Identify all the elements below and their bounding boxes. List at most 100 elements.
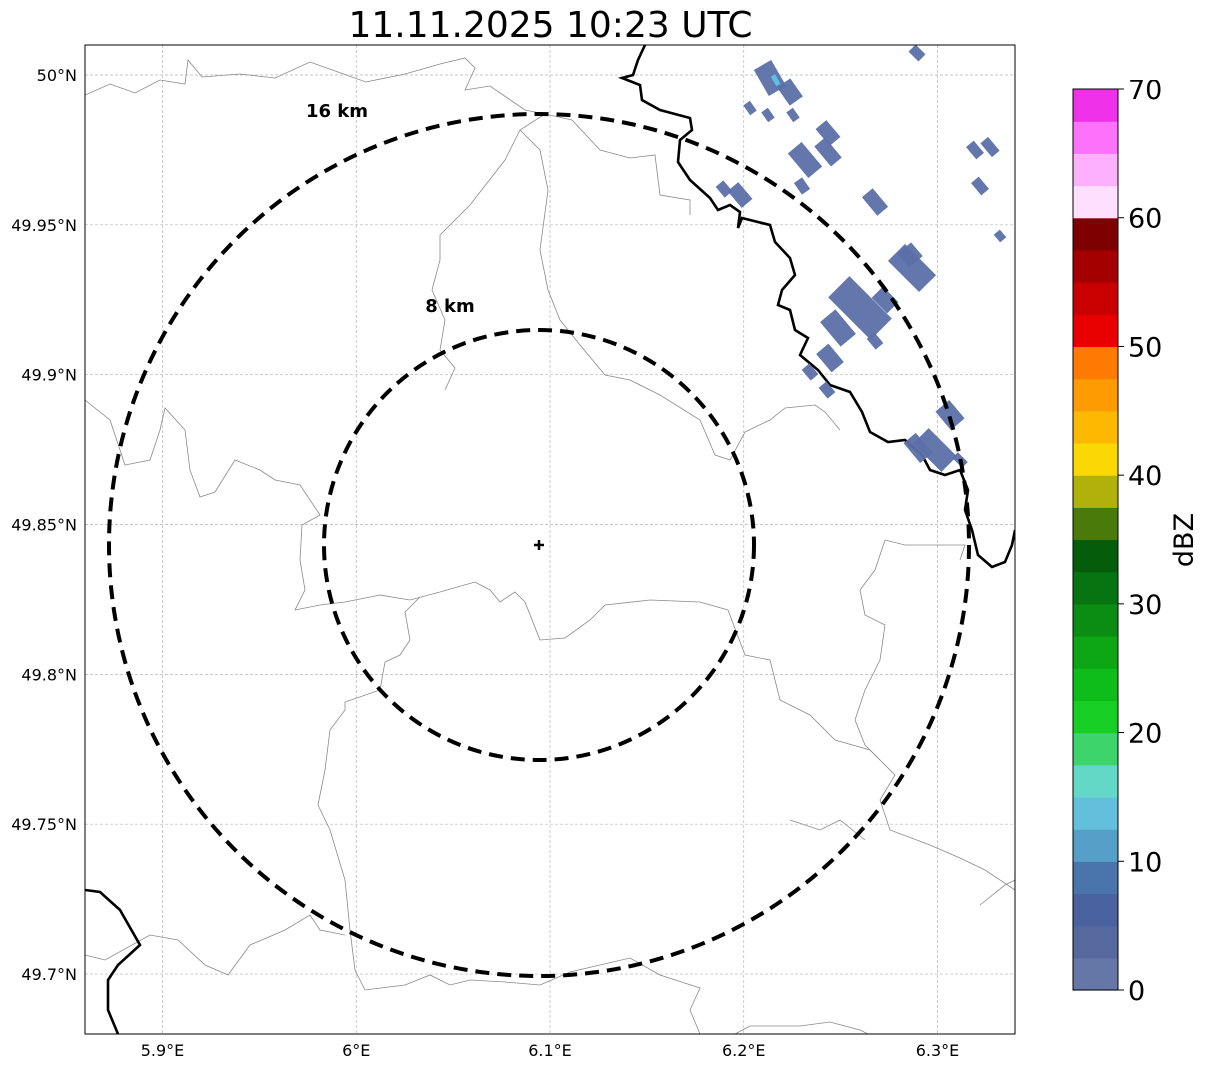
x-tick-label: 6.1°E — [528, 1041, 572, 1060]
boundary-line — [519, 129, 841, 461]
colorbar-label: dBZ — [1169, 513, 1200, 567]
colorbar-cell — [1073, 410, 1118, 444]
colorbar-cell — [1073, 346, 1118, 380]
colorbar-cell — [1073, 539, 1118, 573]
border-line — [85, 888, 142, 1034]
colorbar-cell — [1073, 153, 1118, 187]
echo-cell — [816, 343, 844, 373]
x-tick-label: 6.3°E — [916, 1041, 960, 1060]
plot-background — [85, 45, 1015, 1034]
border-line — [617, 45, 1015, 569]
y-tick-label: 49.85°N — [11, 516, 77, 535]
echo-cell — [866, 332, 884, 350]
boundary-line — [979, 879, 1015, 906]
echo-cell-high — [770, 74, 781, 87]
country-borders — [85, 45, 1015, 1034]
colorbar-cell — [1073, 957, 1118, 991]
colorbar-cell — [1073, 442, 1118, 476]
echo-cell — [787, 141, 823, 179]
colorbar-tick-label: 50 — [1128, 332, 1162, 363]
echo-cell — [777, 78, 803, 106]
range-ring-label-8km: 8 km — [425, 296, 475, 317]
echo-cell — [980, 136, 1000, 158]
boundary-line — [539, 957, 701, 1034]
range-rings — [107, 112, 971, 978]
echo-cell — [993, 229, 1007, 243]
y-tick-label: 50°N — [37, 66, 77, 85]
boundary-line — [734, 1021, 869, 1034]
map-title: 11.11.2025 10:23 UTC — [348, 5, 753, 46]
colorbar-cell — [1073, 603, 1118, 637]
echo-cell — [761, 107, 775, 123]
y-axis-ticks: 50°N 49.95°N 49.9°N 49.85°N 49.8°N 49.75°N 49.… — [11, 66, 77, 984]
colorbar-cell — [1073, 893, 1118, 927]
colorbar-ticks: 0 10 20 30 40 50 60 70 — [1118, 80, 1162, 1007]
colorbar-cell — [1073, 571, 1118, 605]
range-ring-8km — [322, 328, 756, 762]
echo-cell — [935, 400, 965, 430]
x-tick-label: 6.2°E — [722, 1041, 766, 1060]
colorbar-cell — [1073, 700, 1118, 734]
x-tick-label: 5.9°E — [141, 1041, 185, 1060]
colorbar-cell — [1073, 314, 1118, 348]
colorbar-cell — [1073, 282, 1118, 315]
radar-map: 8 km 16 km 5.9°E 6°E 6.1°E 6.2°E 6.3°E 50°N 4… — [11, 44, 1016, 1060]
echo-cell — [815, 120, 841, 146]
y-tick-label: 49.9°N — [21, 366, 77, 385]
colorbar-tick-label: 20 — [1128, 719, 1162, 750]
echo-cell — [828, 276, 892, 340]
radar-site-marker — [534, 540, 544, 550]
y-tick-label: 49.95°N — [11, 216, 77, 235]
echo-cell — [913, 428, 957, 472]
echo-cell — [801, 363, 819, 381]
echo-cell — [908, 45, 926, 62]
colorbar: 0 10 20 30 40 50 60 70 dBZ — [1072, 80, 1200, 1007]
echo-cell — [820, 309, 856, 347]
echo-cell — [743, 100, 757, 116]
colorbar-tick-label: 40 — [1128, 461, 1162, 492]
boundary-line — [854, 539, 886, 761]
echo-cell — [715, 180, 733, 198]
echo-cell — [814, 137, 842, 167]
range-ring-label-16km: 16 km — [306, 101, 368, 122]
colorbar-cell — [1073, 829, 1118, 862]
echo-cell — [903, 432, 933, 464]
y-tick-label: 49.8°N — [21, 665, 77, 684]
admin-boundaries — [85, 57, 1015, 1034]
range-ring-16km — [107, 112, 971, 978]
colorbar-cell — [1073, 475, 1118, 508]
boundary-line — [544, 113, 691, 215]
colorbar-cell — [1073, 925, 1118, 959]
echo-cell — [793, 177, 811, 195]
boundary-line — [727, 609, 1015, 891]
boundary-line — [789, 819, 866, 841]
echo-cell — [971, 176, 989, 196]
echo-cell — [727, 182, 753, 208]
echo-cell — [871, 286, 899, 314]
y-tick-label: 49.75°N — [11, 815, 77, 834]
colorbar-tick-label: 30 — [1128, 590, 1162, 621]
radar-echoes — [715, 45, 1007, 472]
colorbar-cell — [1073, 378, 1118, 412]
plot-frame — [84, 44, 1016, 1035]
colorbar-tick-label: 60 — [1128, 204, 1162, 235]
colorbar-frame — [1072, 88, 1119, 991]
colorbar-cell — [1073, 217, 1118, 251]
colorbar-tick-label: 70 — [1128, 80, 1162, 106]
boundary-line — [317, 596, 541, 991]
colorbar-cells — [1073, 89, 1118, 991]
colorbar-tick-label: 10 — [1128, 847, 1162, 878]
echo-cell — [897, 242, 923, 268]
colorbar-cell — [1073, 636, 1118, 669]
x-axis-ticks: 5.9°E 6°E 6.1°E 6.2°E 6.3°E — [141, 1041, 960, 1060]
echo-cell — [786, 107, 800, 123]
echo-cell — [861, 188, 889, 216]
colorbar-cell — [1073, 507, 1118, 541]
x-tick-label: 6°E — [342, 1041, 370, 1060]
boundary-line — [884, 539, 966, 561]
echo-cell — [966, 140, 984, 160]
colorbar-cell — [1073, 732, 1118, 766]
colorbar-cell — [1073, 668, 1118, 701]
colorbar-cell — [1073, 249, 1118, 283]
colorbar-cell — [1073, 861, 1118, 895]
